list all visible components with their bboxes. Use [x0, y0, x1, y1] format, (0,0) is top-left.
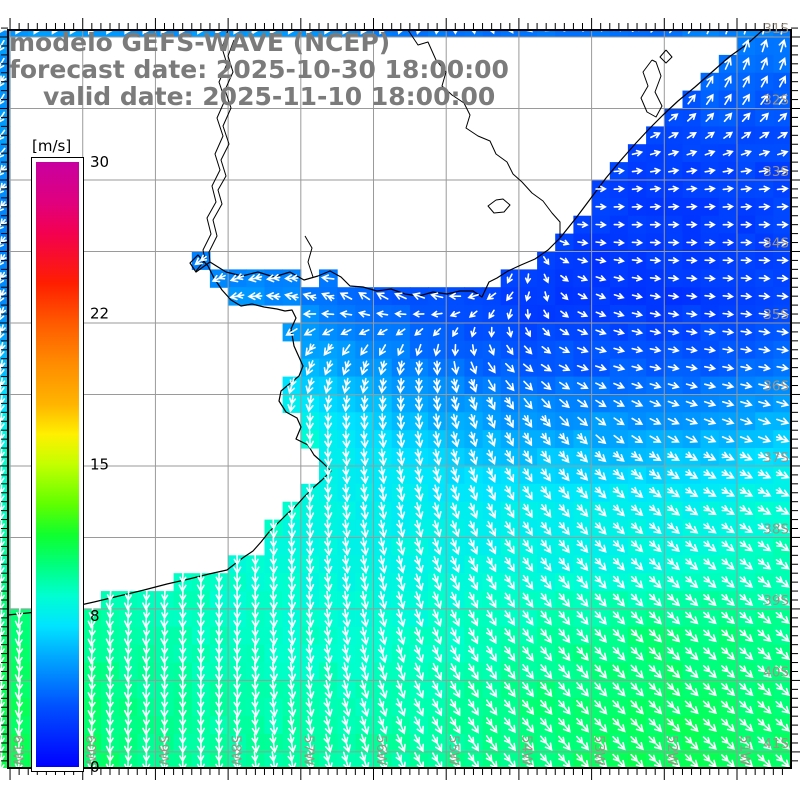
lat-label: 38S [763, 521, 789, 537]
axes-frame [0, 18, 800, 780]
lon-label: 56W [373, 735, 389, 766]
lon-label: 57W [300, 735, 316, 766]
lat-label: 35S [763, 307, 789, 323]
lon-label: 52W [664, 735, 680, 766]
colorbar-tick-label: 22 [90, 304, 109, 322]
lon-label: 60W [82, 735, 98, 766]
colorbar-tick-label: 0 [90, 758, 100, 776]
lagoon-outline [640, 59, 663, 118]
colorbar-tick-label: 30 [90, 153, 109, 171]
lagoon-outline [487, 198, 511, 214]
river-line [208, 39, 235, 263]
colorbar: [m/s] 0 8 15 22 30 [31, 137, 109, 776]
lat-label: 37S [763, 450, 789, 466]
lat-label: 31S [763, 21, 789, 37]
lat-label: 36S [763, 378, 789, 394]
river-line [407, 29, 561, 238]
lat-label: 32S [763, 92, 789, 108]
lat-label: 39S [763, 593, 789, 609]
lat-label: 33S [763, 164, 789, 180]
lat-label: 40S [763, 664, 789, 680]
lon-label: 59W [155, 735, 171, 766]
colorbar-unit-label: [m/s] [32, 137, 71, 155]
lat-label: 41S [763, 736, 789, 752]
coastline-layer [7, 29, 764, 616]
lon-label: 55W [446, 735, 462, 766]
colorbar-tick-label: 8 [90, 607, 100, 625]
lon-label: 54W [518, 735, 534, 766]
lon-label: 53W [591, 735, 607, 766]
lagoon-outline [659, 49, 673, 64]
graticule-labels: 31S 32S 33S 34S 35S 36S 37S 38S 39S 40S 41S 61W 60W 5… [10, 21, 789, 766]
lon-label: 51W [736, 735, 752, 766]
lon-label: 61W [10, 735, 26, 766]
wave-direction-arrows [0, 20, 791, 772]
graticule [8, 30, 791, 768]
river-line [195, 29, 229, 272]
colorbar-gradient [36, 162, 79, 767]
lon-label: 58W [228, 735, 244, 766]
river-line [304, 235, 314, 278]
colorbar-tick-label: 15 [90, 456, 109, 474]
lat-label: 34S [763, 235, 789, 251]
coastline [7, 29, 764, 616]
